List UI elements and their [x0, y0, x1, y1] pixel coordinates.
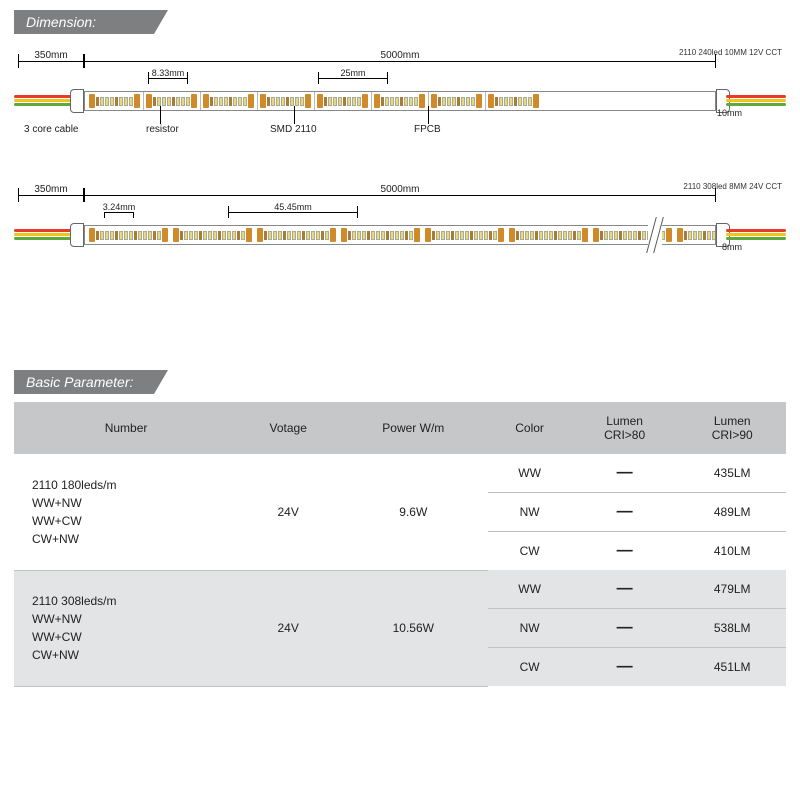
cell-number: 2110 308leds/mWW+NWWW+CWCW+NW [14, 570, 238, 686]
strip1-pitch: 8.33mm [148, 72, 188, 84]
dim-label: 350mm [32, 184, 69, 195]
break-icon [648, 217, 662, 253]
table-row: 2110 308leds/mWW+NWWW+CWCW+NW24V10.56WWW… [14, 570, 786, 609]
strip-segment [339, 228, 423, 242]
cell-power: 10.56W [338, 570, 488, 686]
cable-left [14, 94, 74, 108]
callout-smd: SMD 2110 [270, 124, 317, 135]
cell-color: NW [488, 609, 571, 648]
strip2: 2110 308led 8MM 24V CCT 350mm 5000mm 3.2… [18, 186, 782, 250]
basic-parameter-table: NumberVotagePower W/mColorLumenCRI>80Lum… [14, 402, 786, 687]
strip1-callouts: 3 core cable resistor SMD 2110 FPCB [18, 118, 782, 146]
cell-cri80: — [571, 493, 679, 532]
strip2-cut: 45.45mm [228, 206, 358, 218]
cell-color: CW [488, 648, 571, 687]
pcb [84, 91, 716, 111]
cell-color: WW [488, 570, 571, 609]
callout-resistor: resistor [146, 124, 179, 135]
cell-color: CW [488, 532, 571, 571]
strip-segment [144, 94, 200, 108]
dim-label: 5000mm [379, 50, 422, 61]
cell-cri80: — [571, 532, 679, 571]
strip-segment [171, 228, 255, 242]
cell-voltage: 24V [238, 570, 338, 686]
section-header-basic-parameter: Basic Parameter: [14, 370, 154, 394]
cell-number: 2110 180leds/mWW+NWWW+CWCW+NW [14, 454, 238, 570]
callout-cable: 3 core cable [24, 124, 78, 135]
table-col-header: Power W/m [338, 402, 488, 454]
cell-color: WW [488, 454, 571, 493]
strip1: 2110 240led 10MM 12V CCT 350mm 5000mm 8.… [18, 52, 782, 146]
strip-segment [429, 94, 485, 108]
cell-cri80: — [571, 570, 679, 609]
strip-segment [372, 94, 428, 108]
table-col-header: LumenCRI>90 [678, 402, 786, 454]
table-col-header: Number [14, 402, 238, 454]
strip1-dimension-bar: 350mm 5000mm [18, 52, 782, 70]
connector-left [70, 89, 84, 113]
table-row: 2110 180leds/mWW+NWWW+CWCW+NW24V9.6WWW—4… [14, 454, 786, 493]
strip2-graphic: 8mm [18, 220, 782, 250]
pcb [84, 225, 716, 245]
cell-color: NW [488, 493, 571, 532]
cell-cri90: 479LM [678, 570, 786, 609]
strip-segment [255, 228, 339, 242]
cell-cri90: 435LM [678, 454, 786, 493]
strip-segment [423, 228, 507, 242]
strip2-height: 8mm [714, 242, 742, 254]
cable-right [726, 94, 786, 108]
strip1-graphic: 10mm [18, 86, 782, 116]
cell-cri90: 489LM [678, 493, 786, 532]
cell-cri80: — [571, 648, 679, 687]
cell-voltage: 24V [238, 454, 338, 570]
cell-cri90: 410LM [678, 532, 786, 571]
strip-segment [675, 228, 716, 242]
strip-segment [486, 94, 542, 108]
callout-fpcb: FPCB [414, 124, 441, 135]
table-col-header: Votage [238, 402, 338, 454]
cell-cri80: — [571, 454, 679, 493]
section-header-dimension: Dimension: [14, 10, 154, 34]
table-header: NumberVotagePower W/mColorLumenCRI>80Lum… [14, 402, 786, 454]
strip-segment [87, 228, 171, 242]
cell-cri80: — [571, 609, 679, 648]
strip-segment [201, 94, 257, 108]
cell-cri90: 451LM [678, 648, 786, 687]
cable-right [726, 228, 786, 242]
dimension-diagram-area: 2110 240led 10MM 12V CCT 350mm 5000mm 8.… [18, 52, 782, 250]
table-col-header: LumenCRI>80 [571, 402, 679, 454]
connector-left [70, 223, 84, 247]
dim-label: 5000mm [379, 184, 422, 195]
strip-segment [258, 94, 314, 108]
cell-cri90: 538LM [678, 609, 786, 648]
strip-segment [507, 228, 591, 242]
cell-power: 9.6W [338, 454, 488, 570]
table-col-header: Color [488, 402, 571, 454]
cable-left [14, 228, 74, 242]
strip-segment [591, 228, 675, 242]
strip2-pitch: 3.24mm [104, 206, 134, 218]
strip-segment [87, 94, 143, 108]
strip-segment [315, 94, 371, 108]
dim-label: 350mm [32, 50, 69, 61]
strip1-cut: 25mm [318, 72, 388, 84]
